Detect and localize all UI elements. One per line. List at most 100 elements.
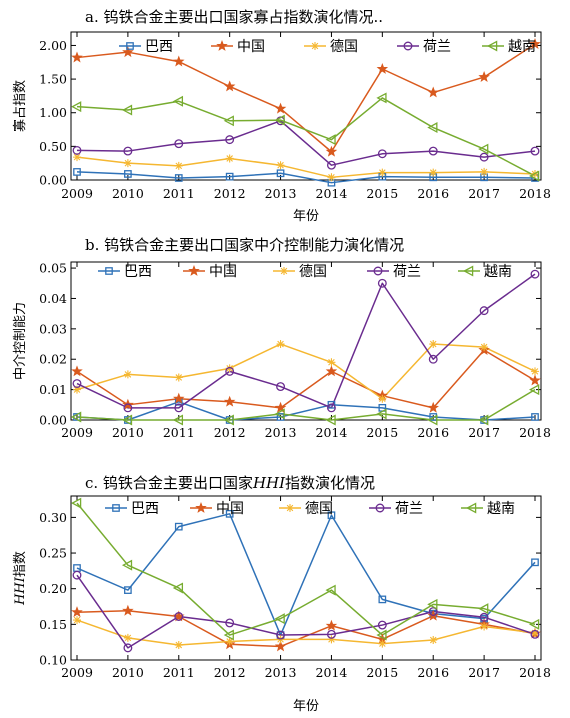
series-2-point	[73, 153, 81, 162]
series-4-point	[478, 414, 489, 426]
panel-b-series	[71, 269, 541, 426]
series-2-point	[73, 616, 81, 625]
series-3-point	[123, 643, 133, 653]
legend-label-1: 中国	[209, 264, 237, 280]
panel-b: b. 钨铁合金主要出口国家中介控制能力演化情况 0.00 0.01 0.02 0.03…	[13, 236, 551, 440]
series-2-point	[225, 364, 234, 373]
legend-label-3: 荷兰	[393, 264, 421, 280]
series-1-point	[427, 401, 439, 413]
series-1-point	[173, 55, 185, 67]
series-4-point	[223, 414, 234, 426]
series-line-3	[76, 574, 536, 649]
series-2-point	[480, 167, 489, 176]
x-tick-label: 2012	[214, 665, 246, 680]
legend-label-3: 荷兰	[423, 39, 451, 55]
series-3-point	[326, 629, 336, 639]
x-tick-label: 2010	[112, 425, 144, 440]
legend-marker-1	[216, 39, 228, 51]
series-4-point	[529, 170, 540, 182]
series-line-1	[76, 349, 536, 409]
legend-marker-2	[311, 42, 319, 50]
y-tick-label: 0.05	[39, 261, 67, 276]
legend-marker-0	[105, 267, 113, 275]
series-line-0	[76, 513, 536, 636]
series-1-point	[223, 80, 236, 92]
x-tick-label: 2017	[468, 186, 500, 201]
series-0-point	[73, 168, 81, 176]
series-4-point	[172, 95, 184, 107]
series-1-point	[274, 102, 287, 114]
y-tick-label: 0.15	[39, 617, 67, 632]
series-2-point	[531, 367, 539, 376]
series-2-point	[378, 394, 387, 403]
x-tick-label: 2011	[163, 425, 195, 440]
panel-b-ticks	[71, 262, 541, 421]
series-3-point	[377, 620, 387, 630]
series-4-point	[325, 134, 336, 146]
series-4-point	[121, 104, 133, 116]
x-tick-label: 2010	[112, 665, 144, 680]
series-1-point	[173, 392, 185, 404]
x-tick-label: 2015	[366, 665, 398, 680]
series-4-point	[427, 598, 438, 610]
series-0-point	[124, 586, 132, 594]
series-3-point	[123, 403, 133, 413]
series-line-1	[76, 610, 536, 648]
legend-label-1: 中国	[216, 501, 244, 517]
series-0-point	[225, 172, 234, 181]
series-3-point	[276, 630, 286, 640]
series-0-point	[174, 174, 183, 182]
series-3-point	[530, 146, 540, 156]
panel-b-plot-frame	[70, 261, 542, 421]
legend-label-2: 德国	[330, 39, 358, 55]
panel-b-y-tick-labels: 0.00 0.01 0.02 0.03 0.04 0.05	[39, 261, 67, 428]
series-3-point	[326, 403, 336, 413]
panel-a: a. 钨铁合金主要出口国家寡占指数演化情况.. 0.00 0.50 1.00 1.50…	[12, 8, 551, 224]
series-4-point	[274, 408, 285, 420]
series-2-point	[531, 628, 539, 637]
series-line-4	[76, 388, 536, 421]
legend-label-4: 越南	[484, 264, 512, 280]
series-1-point	[478, 71, 490, 82]
legend-marker-1	[188, 264, 200, 276]
series-3-point	[479, 306, 489, 316]
y-tick-label: 0.20	[39, 581, 67, 596]
panel-a-series	[71, 38, 541, 187]
panel-a-y-axis-label: 寡占指数	[12, 80, 28, 132]
legend-label-1: 中国	[237, 39, 265, 55]
series-2-point	[327, 173, 336, 182]
series-4-point	[172, 582, 184, 594]
y-tick-label: 1.50	[39, 72, 67, 87]
series-3-point	[174, 612, 184, 621]
x-tick-label: 2014	[316, 665, 348, 680]
series-2-point	[429, 168, 438, 177]
series-line-0	[76, 401, 536, 421]
series-4-point	[121, 559, 133, 571]
legend-marker-4	[487, 40, 498, 52]
series-4-point	[223, 629, 234, 641]
series-2-point	[327, 358, 336, 367]
y-tick-label: 0.25	[39, 546, 67, 561]
series-1-point	[529, 38, 541, 50]
series-1-point	[71, 365, 83, 377]
series-1-point	[529, 374, 541, 386]
series-3-point	[225, 135, 235, 145]
y-tick-label: 0.02	[39, 352, 67, 367]
series-4-point	[121, 414, 133, 426]
series-0-point	[276, 169, 285, 178]
series-2-point	[276, 161, 285, 170]
series-line-3	[76, 120, 536, 166]
y-tick-label: 0.03	[39, 321, 67, 336]
series-1-point	[223, 395, 236, 407]
panel-a-legend: 巴西 中国 德国 荷兰 越南	[119, 39, 536, 55]
series-2-point	[73, 385, 81, 394]
series-1-point	[325, 619, 338, 631]
legend-label-2: 德国	[305, 501, 333, 517]
x-tick-label: 2011	[163, 186, 195, 201]
legend-label-0: 巴西	[124, 264, 152, 280]
x-tick-label: 2012	[214, 186, 246, 201]
series-1-point	[122, 46, 134, 58]
series-line-2	[76, 343, 536, 400]
series-1-point	[274, 401, 287, 413]
